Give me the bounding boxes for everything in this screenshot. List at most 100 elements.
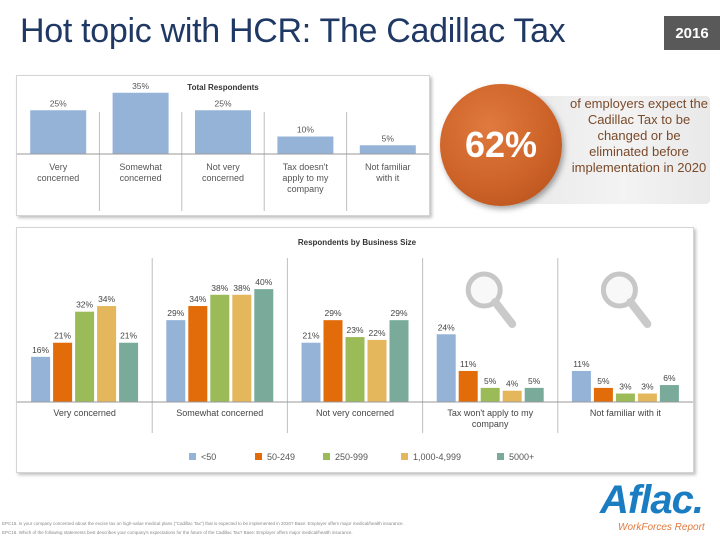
aflac-logo: Aflac. WorkForces Report: [596, 478, 720, 540]
legend-label-50-249: 50-249: [267, 452, 295, 462]
bar-very-concerned-5000: [119, 342, 139, 402]
bar-tax-won-t-apply-to-my-company-50-249: [458, 370, 478, 402]
business-size-chart: Respondents by Business Size 16% 21% 32% 34%…: [17, 238, 693, 462]
bar-very-concerned-50-249: [53, 342, 73, 402]
bar-somewhat-concerned: [112, 92, 169, 154]
data-label-not-familiar-with-it-1-000-4-999: 3%: [641, 382, 654, 392]
bar-not-very-concerned-1-000-4-999: [367, 339, 387, 402]
data-label-very-concerned-50: 16%: [32, 345, 49, 355]
bar-not-familiar-with-it-50: [571, 370, 591, 402]
category-label-not-familiar-with-it: with it: [375, 173, 400, 183]
legend-swatch-50: [189, 453, 196, 460]
bar-very-concerned-250-999: [75, 311, 95, 402]
bar-not-very-concerned-50: [301, 342, 321, 402]
category-label-very-concerned: Very: [49, 162, 68, 172]
bar-somewhat-concerned-50: [166, 320, 186, 402]
legend-label-5000: 5000+: [509, 452, 534, 462]
legend-swatch-5000: [497, 453, 504, 460]
data-label-not-familiar-with-it-50-249: 5%: [597, 376, 610, 386]
data-label-not-very-concerned-50-249: 29%: [324, 308, 341, 318]
callout-text: of employers expect the Cadillac Tax to …: [569, 96, 709, 175]
bar-tax-won-t-apply-to-my-company-50: [436, 334, 456, 402]
category-label-not-familiar-with-it: Not familiar: [365, 162, 411, 172]
data-label-not-familiar-with-it-250-999: 3%: [619, 382, 632, 392]
legend-label-250-999: 250-999: [335, 452, 368, 462]
bar-not-very-concerned-250-999: [345, 337, 365, 402]
bar-somewhat-concerned-250-999: [210, 294, 230, 402]
logo-word: Aflac.: [600, 478, 704, 522]
category-label-somewhat-concerned: concerned: [120, 173, 162, 183]
data-label-tax-won-t-apply-to-my-company-50-249: 11%: [460, 359, 477, 369]
page-title: Hot topic with HCR: The Cadillac Tax: [20, 12, 566, 50]
data-label-tax-won-t-apply-to-my-company-1-000-4-999: 4%: [506, 379, 519, 389]
category-label-tax-doesn-t-apply-to-my-company: Tax doesn't: [283, 162, 329, 172]
bar-not-familiar-with-it: [359, 145, 416, 154]
chart-title: Respondents by Business Size: [298, 238, 417, 247]
total-respondents-chart: Total Respondents25%Veryconcerned35%Some…: [17, 81, 429, 211]
bar-somewhat-concerned-1-000-4-999: [232, 294, 252, 402]
bar-very-concerned-1-000-4-999: [97, 306, 117, 402]
bar-not-familiar-with-it-1-000-4-999: [637, 393, 657, 402]
bar-somewhat-concerned-5000: [254, 289, 274, 402]
chart-title: Total Respondents: [187, 83, 259, 92]
category-label-not-very-concerned: Not very concerned: [316, 408, 394, 418]
data-label-very-concerned: 25%: [50, 98, 67, 108]
bar-not-familiar-with-it-50-249: [593, 387, 613, 402]
data-label-somewhat-concerned-5000: 40%: [255, 277, 272, 287]
year-badge: 2016: [664, 16, 720, 50]
bar-tax-won-t-apply-to-my-company-1-000-4-999: [502, 390, 522, 402]
data-label-somewhat-concerned-50-249: 34%: [189, 294, 206, 304]
data-label-not-very-concerned-250-999: 23%: [346, 325, 363, 335]
data-label-not-very-concerned-1-000-4-999: 22%: [368, 328, 385, 338]
data-label-very-concerned-50-249: 21%: [54, 331, 71, 341]
magnifier-icon: [465, 271, 517, 328]
category-label-tax-doesn-t-apply-to-my-company: apply to my: [282, 173, 329, 183]
data-label-tax-won-t-apply-to-my-company-250-999: 5%: [484, 376, 497, 386]
data-label-somewhat-concerned-50: 29%: [167, 308, 184, 318]
stat-callout: 62% of employers expect the Cadillac Tax…: [432, 84, 710, 214]
legend-swatch-250-999: [323, 453, 330, 460]
data-label-tax-won-t-apply-to-my-company-50: 24%: [438, 322, 455, 332]
category-label-not-very-concerned: Not very: [206, 162, 240, 172]
category-label-somewhat-concerned: Somewhat: [119, 162, 162, 172]
data-label-not-familiar-with-it-50: 11%: [573, 359, 590, 369]
data-label-somewhat-concerned-250-999: 38%: [211, 283, 228, 293]
bar-very-concerned: [30, 110, 87, 154]
data-label-very-concerned-5000: 21%: [120, 331, 137, 341]
legend-label-1-000-4-999: 1,000-4,999: [413, 452, 461, 462]
data-label-not-familiar-with-it-5000: 6%: [663, 373, 676, 383]
bar-not-very-concerned-5000: [389, 320, 409, 402]
bar-not-familiar-with-it-5000: [659, 385, 679, 402]
data-label-somewhat-concerned-1-000-4-999: 38%: [233, 283, 250, 293]
data-label-very-concerned-1-000-4-999: 34%: [98, 294, 115, 304]
bar-tax-won-t-apply-to-my-company-5000: [524, 387, 544, 402]
data-label-tax-won-t-apply-to-my-company-5000: 5%: [528, 376, 541, 386]
category-label-very-concerned: concerned: [37, 173, 79, 183]
data-label-not-very-concerned-5000: 29%: [390, 308, 407, 318]
data-label-tax-doesn-t-apply-to-my-company: 10%: [297, 125, 314, 135]
bar-tax-doesn-t-apply-to-my-company: [277, 136, 334, 154]
category-label-tax-won-t-apply-to-my-company: Tax won't apply to my: [447, 408, 533, 418]
total-respondents-panel: Total Respondents 25% Very concerned 35% Some…: [16, 75, 430, 216]
legend-label-50: <50: [201, 452, 216, 462]
bar-not-familiar-with-it-250-999: [615, 393, 635, 402]
magnifier-icon: [600, 271, 652, 328]
bar-somewhat-concerned-50-249: [188, 306, 208, 402]
data-label-somewhat-concerned: 35%: [132, 81, 149, 91]
footnote-2: EPC16. Which of the following statements…: [2, 530, 353, 535]
category-label-tax-doesn-t-apply-to-my-company: company: [287, 184, 324, 194]
bar-very-concerned-50: [31, 356, 51, 402]
business-size-panel: Respondents by Business Size 16% 21% 32% 34%…: [16, 227, 694, 473]
category-label-very-concerned: Very concerned: [53, 408, 116, 418]
data-label-not-familiar-with-it: 5%: [382, 133, 395, 143]
category-label-somewhat-concerned: Somewhat concerned: [176, 408, 263, 418]
data-label-very-concerned-250-999: 32%: [76, 300, 93, 310]
callout-stat: 62%: [440, 84, 562, 206]
legend-swatch-50-249: [255, 453, 262, 460]
data-label-not-very-concerned: 25%: [214, 98, 231, 108]
bar-not-very-concerned: [195, 110, 251, 154]
legend-swatch-1-000-4-999: [401, 453, 408, 460]
footnote-1: EPC15. Is your company concerned about t…: [2, 521, 404, 526]
category-label-not-very-concerned: concerned: [202, 173, 244, 183]
category-label-tax-won-t-apply-to-my-company: company: [472, 419, 509, 429]
